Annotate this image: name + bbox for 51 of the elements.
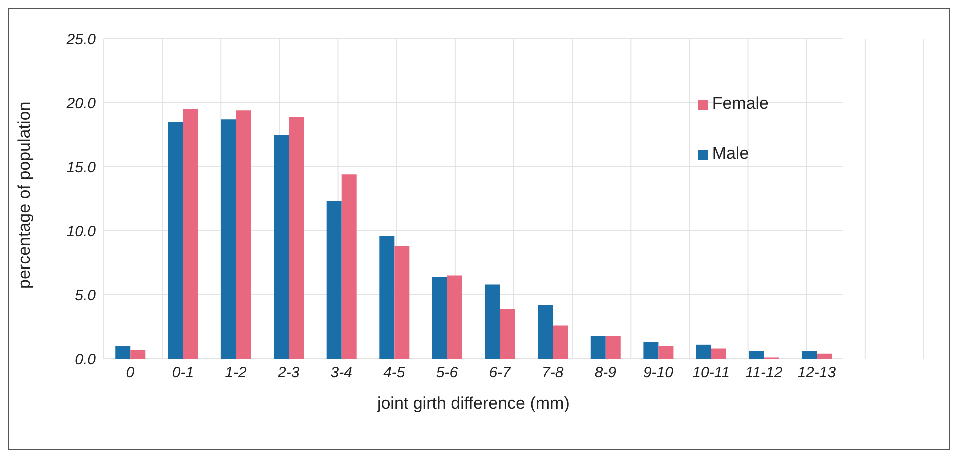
y-tick-label: 15.0 — [66, 159, 97, 176]
x-tick-label: 6-7 — [489, 364, 512, 382]
y-tick-label: 20.0 — [66, 95, 97, 112]
legend-label: Female — [712, 94, 769, 113]
bar — [485, 284, 500, 359]
bar — [696, 344, 712, 359]
bar — [221, 120, 236, 359]
bar — [500, 309, 516, 359]
bar — [644, 342, 659, 359]
x-tick-label: 0 — [126, 364, 136, 382]
bar — [802, 351, 818, 359]
bar — [130, 350, 146, 359]
bar — [289, 117, 304, 359]
bar — [168, 122, 184, 359]
x-tick-label: 9-10 — [643, 364, 674, 382]
bar — [183, 109, 198, 359]
bar — [553, 326, 568, 359]
y-tick-label: 10.0 — [66, 223, 97, 240]
y-axis-title: percentage of population — [15, 102, 34, 289]
bar — [274, 135, 290, 359]
bar — [236, 110, 252, 359]
x-tick-label: 10-11 — [692, 364, 730, 382]
x-tick-label: 2-3 — [276, 364, 300, 382]
legend-label: Male — [712, 144, 750, 163]
bar — [712, 348, 727, 359]
x-tick-label: 1-2 — [225, 364, 248, 382]
bar — [749, 351, 764, 359]
x-tick-label: 12-13 — [798, 364, 837, 382]
bar — [658, 346, 674, 359]
x-tick-label: 0-1 — [172, 364, 194, 382]
x-tick-label: 8-9 — [594, 364, 618, 382]
y-tick-label: 5.0 — [75, 287, 97, 304]
x-tick-label: 5-6 — [436, 364, 459, 382]
bar — [538, 305, 554, 359]
y-tick-label: 25.0 — [66, 31, 97, 48]
x-tick-label: 7-8 — [542, 364, 564, 382]
x-axis-title: joint girth difference (mm) — [376, 394, 570, 413]
bar — [342, 174, 357, 359]
y-tick-label: 0.0 — [75, 351, 97, 368]
bar — [380, 236, 395, 359]
bar — [817, 354, 832, 359]
x-tick-label: 3-4 — [330, 364, 352, 382]
x-tick-label: 4-5 — [384, 364, 406, 382]
bar — [590, 336, 606, 359]
bar — [447, 276, 462, 359]
bar — [394, 246, 410, 359]
bar — [326, 202, 342, 359]
bar — [116, 346, 131, 359]
x-tick-label: 11-12 — [745, 364, 784, 382]
bar — [432, 277, 448, 359]
bar — [606, 336, 621, 359]
